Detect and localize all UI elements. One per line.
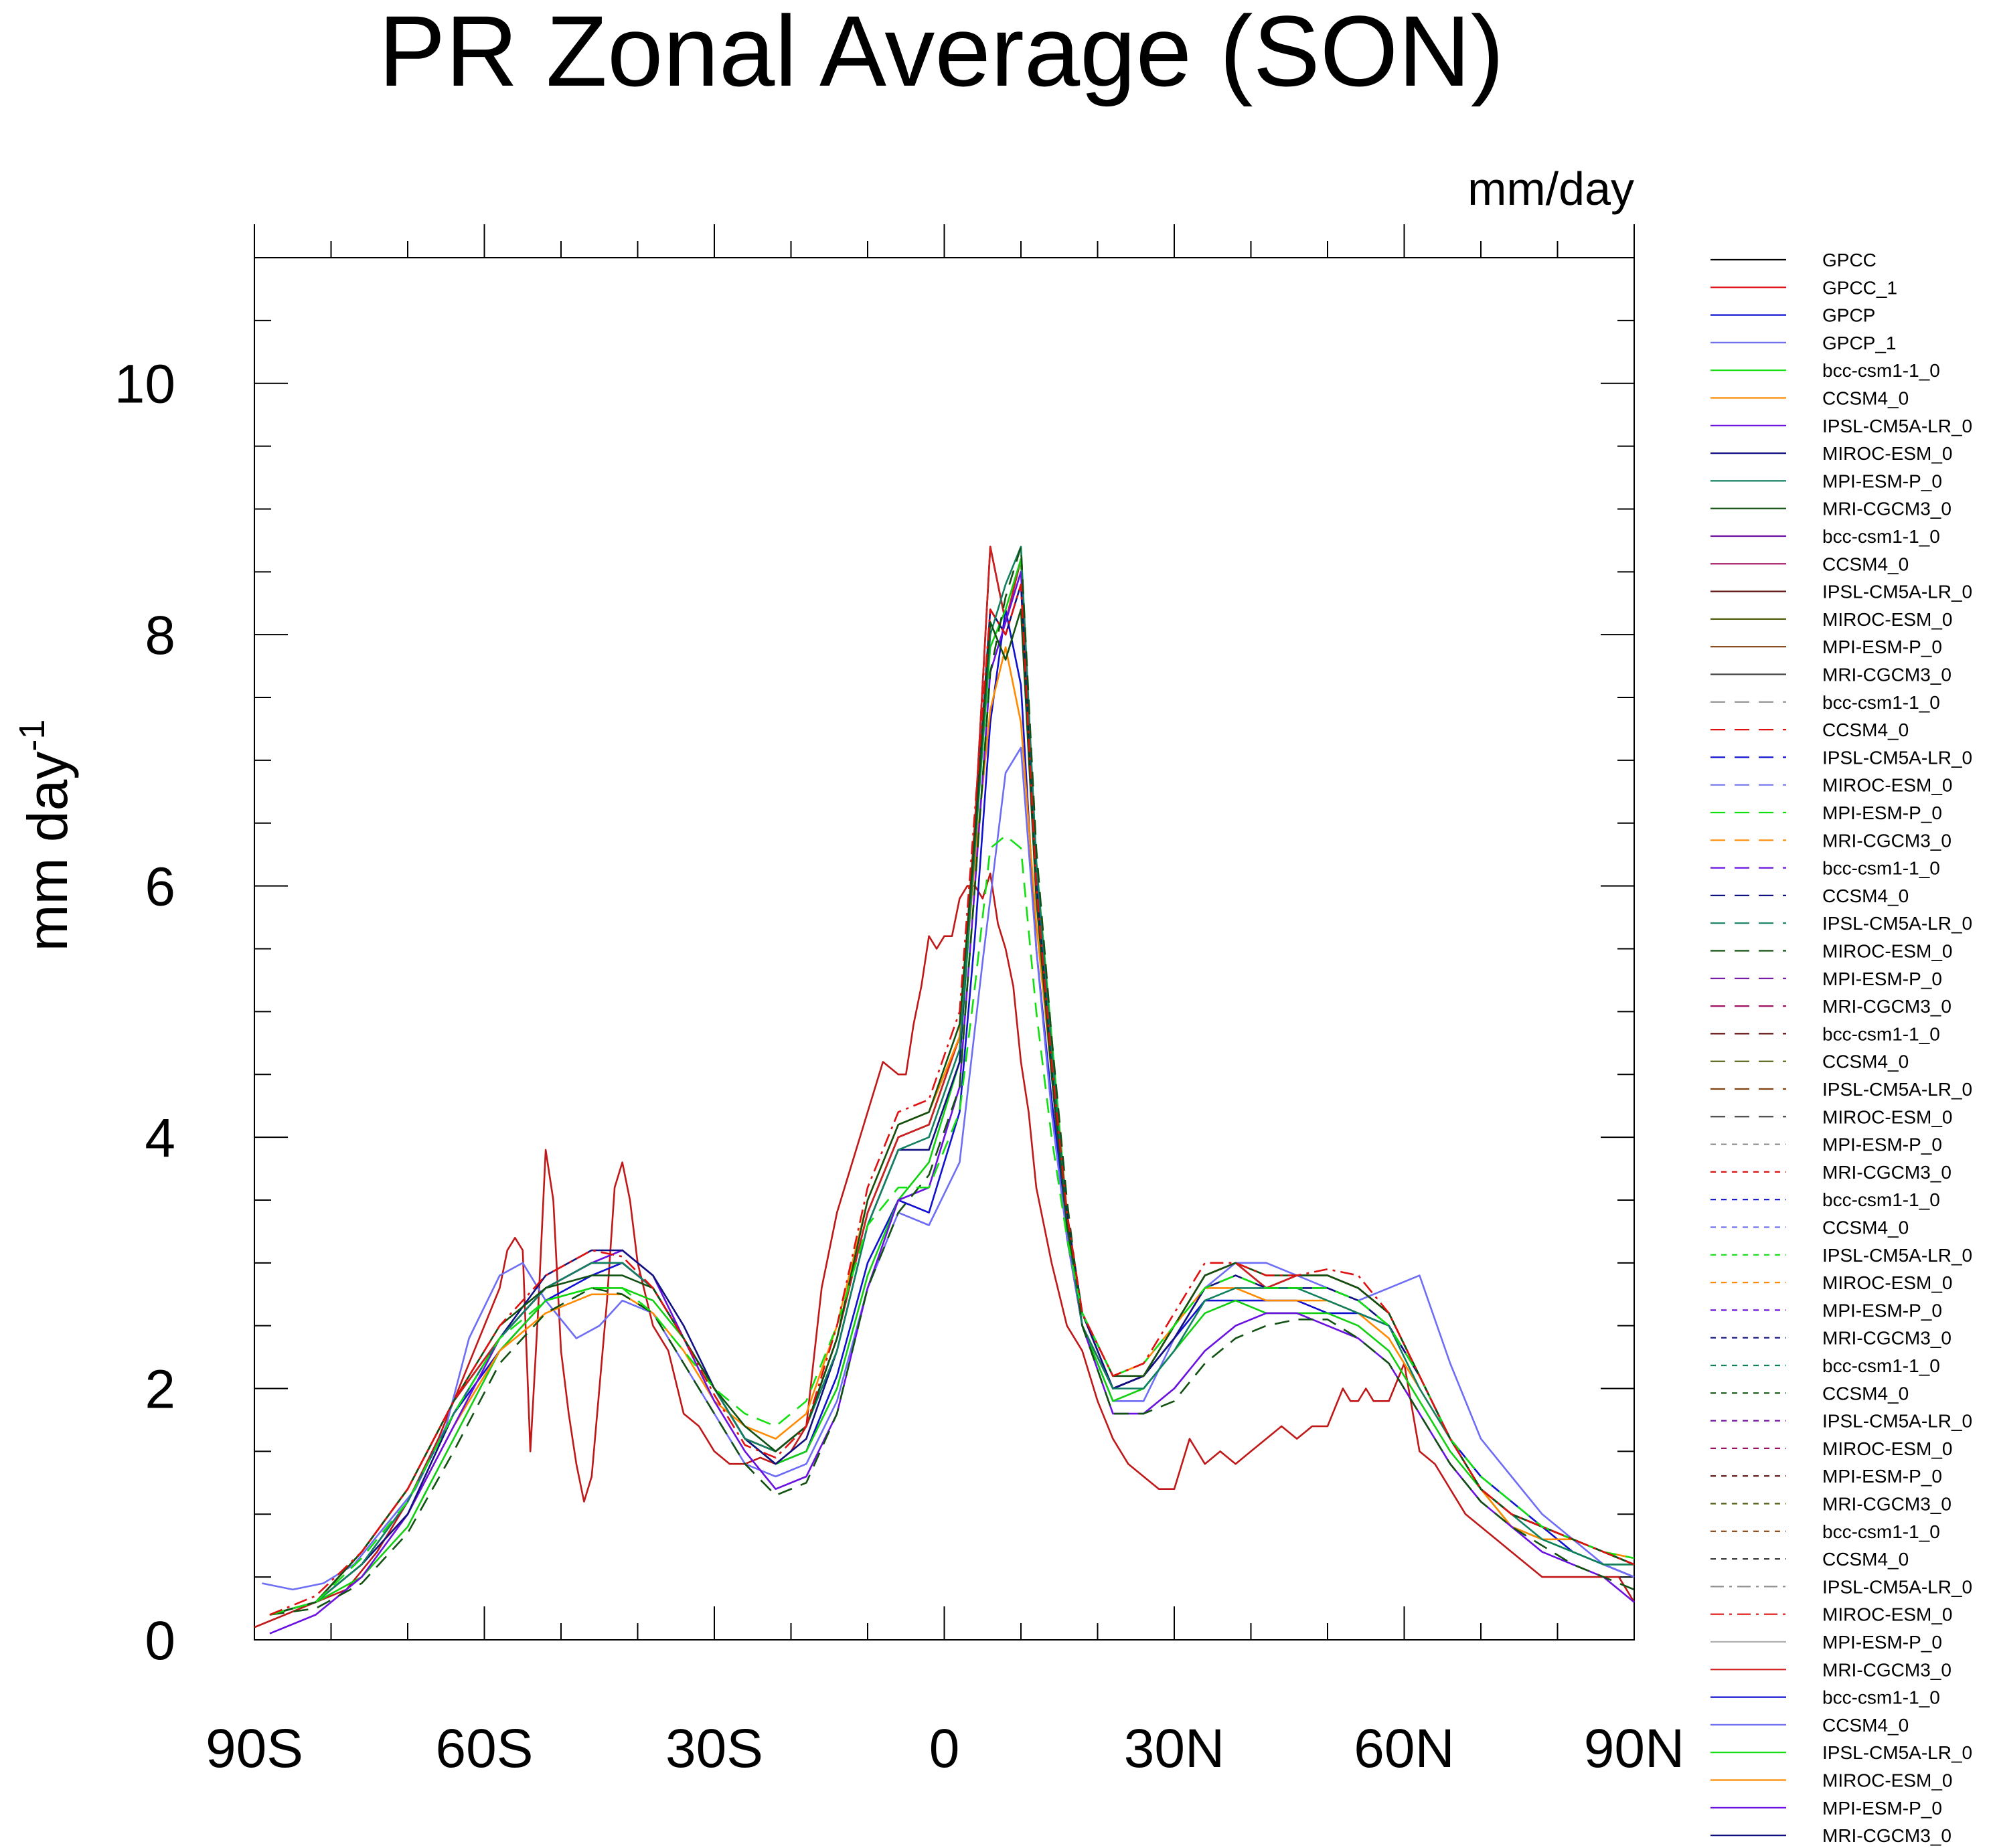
x-tick-label: 90S: [206, 1718, 303, 1779]
legend-label: bcc-csm1-1_0: [1822, 360, 1940, 381]
legend-label: IPSL-CM5A-LR_0: [1822, 913, 1972, 934]
legend-label: MPI-ESM-P_0: [1822, 1466, 1942, 1487]
axis-ticks: [254, 224, 1635, 1641]
legend-label: IPSL-CM5A-LR_0: [1822, 1245, 1972, 1266]
y-tick-label: 4: [145, 1108, 175, 1169]
legend-label: MIROC-ESM_0: [1822, 1106, 1952, 1127]
legend-label: MRI-CGCM3_0: [1822, 665, 1952, 685]
legend-label: MIROC-ESM_0: [1822, 609, 1952, 630]
legend-label: MRI-CGCM3_0: [1822, 1328, 1952, 1349]
legend-label: GPCC_1: [1822, 277, 1897, 298]
legend-label: bcc-csm1-1_0: [1822, 692, 1940, 713]
legend-label: MPI-ESM-P_0: [1822, 1798, 1942, 1819]
series-line: [269, 583, 1635, 1616]
legend-label: bcc-csm1-1_0: [1822, 1023, 1940, 1044]
x-tick-label: 0: [929, 1718, 960, 1779]
legend-label: GPCC: [1822, 250, 1877, 270]
legend-label: MPI-ESM-P_0: [1822, 969, 1942, 989]
legend-label: bcc-csm1-1_0: [1822, 1521, 1940, 1542]
legend-label: MIROC-ESM_0: [1822, 443, 1952, 464]
legend-label: MRI-CGCM3_0: [1822, 499, 1952, 519]
legend-label: CCSM4_0: [1822, 886, 1909, 906]
units-label: mm/day: [1467, 163, 1634, 215]
legend-label: CCSM4_0: [1822, 1383, 1909, 1404]
legend-label: IPSL-CM5A-LR_0: [1822, 1411, 1972, 1432]
x-tick-label: 60N: [1354, 1718, 1454, 1779]
legend-label: CCSM4_0: [1822, 720, 1909, 740]
legend-label: CCSM4_0: [1822, 1715, 1909, 1736]
legend-label: CCSM4_0: [1822, 1217, 1909, 1238]
legend-label: MIROC-ESM_0: [1822, 1438, 1952, 1459]
y-axis-label: mm day-1: [12, 720, 79, 952]
x-tick-label: 30S: [665, 1718, 763, 1779]
y-tick-label: 8: [145, 605, 175, 666]
series-line: [269, 545, 1634, 1616]
legend-label: MIROC-ESM_0: [1822, 1770, 1952, 1791]
chart-title: PR Zonal Average (SON): [378, 0, 1504, 107]
y-tick-label: 6: [145, 857, 175, 918]
legend-label: IPSL-CM5A-LR_0: [1822, 1576, 1972, 1597]
legend-label: bcc-csm1-1_0: [1822, 1355, 1940, 1376]
legend-label: MPI-ESM-P_0: [1822, 637, 1942, 657]
legend-label: GPCP: [1822, 305, 1875, 326]
x-tick-label: 30N: [1124, 1718, 1224, 1779]
plot-frame: [254, 257, 1635, 1641]
series-line: [262, 746, 1635, 1591]
series-line: [269, 570, 1635, 1634]
legend-label: GPCP_1: [1822, 333, 1897, 353]
legend-label: bcc-csm1-1_0: [1822, 1687, 1940, 1708]
legend-label: CCSM4_0: [1822, 1549, 1909, 1570]
legend-label: MRI-CGCM3_0: [1822, 1659, 1952, 1680]
y-tick-label: 10: [114, 354, 175, 415]
legend-label: IPSL-CM5A-LR_0: [1822, 747, 1972, 768]
plot-lines: [254, 545, 1636, 1634]
legend-label: MPI-ESM-P_0: [1822, 1300, 1942, 1321]
y-axis-label-superscript: -1: [12, 720, 52, 752]
legend-label: MPI-ESM-P_0: [1822, 1632, 1942, 1653]
legend-label: IPSL-CM5A-LR_0: [1822, 416, 1972, 436]
legend-label: IPSL-CM5A-LR_0: [1822, 1742, 1972, 1763]
legend-label: MIROC-ESM_0: [1822, 1272, 1952, 1293]
x-tick-label: 60S: [436, 1718, 534, 1779]
x-tick-label: 90N: [1584, 1718, 1684, 1779]
legend-label: bcc-csm1-1_0: [1822, 858, 1940, 879]
legend-label: MRI-CGCM3_0: [1822, 830, 1952, 851]
legend-label: CCSM4_0: [1822, 388, 1909, 409]
legend-label: MIROC-ESM_0: [1822, 941, 1952, 962]
legend-label: bcc-csm1-1_0: [1822, 1189, 1940, 1210]
y-tick-labels: 0 2 4 6 8 10: [114, 354, 175, 1671]
legend-label: bcc-csm1-1_0: [1822, 526, 1940, 547]
series-line: [269, 545, 1635, 1616]
series-line: [269, 545, 1635, 1616]
x-tick-labels: 90S 60S 30S 0 30N 60N 90N: [206, 1718, 1684, 1779]
legend-label: MPI-ESM-P_0: [1822, 1135, 1942, 1155]
legend-label: MPI-ESM-P_0: [1822, 471, 1942, 491]
series-line: [269, 835, 1635, 1616]
series-line: [269, 545, 1635, 1616]
legend-label: MIROC-ESM_0: [1822, 1604, 1952, 1625]
y-axis-label-text: mm day: [16, 752, 79, 952]
legend-label: IPSL-CM5A-LR_0: [1822, 582, 1972, 602]
y-tick-label: 0: [145, 1610, 175, 1671]
legend-label: MRI-CGCM3_0: [1822, 996, 1952, 1017]
legend-label: MRI-CGCM3_0: [1822, 1162, 1952, 1183]
series-line: [254, 872, 1636, 1628]
legend-label: CCSM4_0: [1822, 1052, 1909, 1072]
series-line: [269, 646, 1635, 1616]
legend-label: CCSM4_0: [1822, 554, 1909, 574]
legend-label: IPSL-CM5A-LR_0: [1822, 1079, 1972, 1100]
legend-label: MRI-CGCM3_0: [1822, 1825, 1952, 1846]
legend-label: MRI-CGCM3_0: [1822, 1494, 1952, 1515]
legend-label: MIROC-ESM_0: [1822, 775, 1952, 796]
series-line: [269, 558, 1634, 1616]
y-tick-label: 2: [145, 1359, 175, 1420]
legend: GPCC GPCC_1 GPCP GPCP_1 bcc-csm1-1_0 CCSM4_0 I…: [1710, 250, 1972, 1846]
legend-label: MPI-ESM-P_0: [1822, 803, 1942, 823]
